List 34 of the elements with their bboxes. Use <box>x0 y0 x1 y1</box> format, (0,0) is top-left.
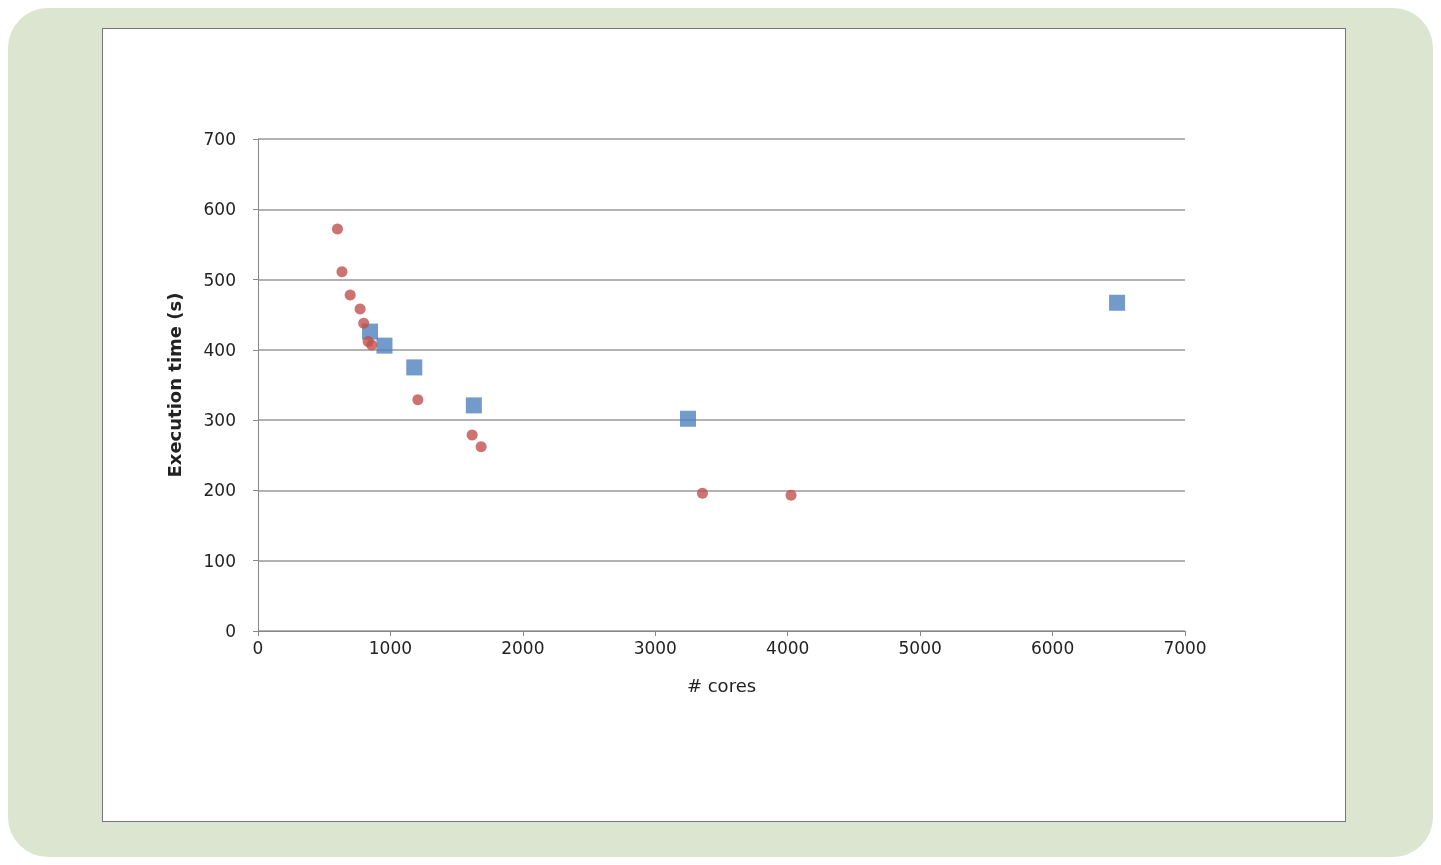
x-tick-label: 4000 <box>766 637 810 658</box>
x-tick-label: 5000 <box>898 637 942 658</box>
point <box>406 359 423 376</box>
point <box>412 394 424 406</box>
x-tick-label: 7000 <box>1163 637 1207 658</box>
y-tick-label: 400 <box>203 339 236 360</box>
x-tick-label: 0 <box>252 637 264 658</box>
point <box>785 489 797 501</box>
point <box>354 303 366 315</box>
x-tick-label: 6000 <box>1030 637 1075 658</box>
point <box>344 289 356 301</box>
point <box>475 441 487 453</box>
y-tick-label: 700 <box>203 129 236 149</box>
point <box>696 487 708 499</box>
point <box>331 223 343 235</box>
x-tick-label: 3000 <box>633 637 677 658</box>
y-tick-label: 500 <box>203 269 236 290</box>
point <box>680 410 696 427</box>
x-tick-label: 1000 <box>368 637 413 658</box>
point <box>1109 294 1126 311</box>
point <box>376 337 393 354</box>
y-axis-title: Execution time (s) <box>163 292 185 478</box>
y-tick-label: 200 <box>203 480 236 501</box>
y-tick-label: 100 <box>203 550 236 571</box>
point <box>336 266 348 278</box>
point <box>358 317 370 329</box>
x-tick-label: 2000 <box>501 637 545 658</box>
y-tick-label: 0 <box>225 621 236 641</box>
x-axis-title: # cores <box>686 674 757 696</box>
y-tick-label: 300 <box>203 410 236 431</box>
y-tick-label: 600 <box>203 199 236 220</box>
point <box>366 339 378 351</box>
point <box>466 429 478 441</box>
point <box>465 397 482 414</box>
